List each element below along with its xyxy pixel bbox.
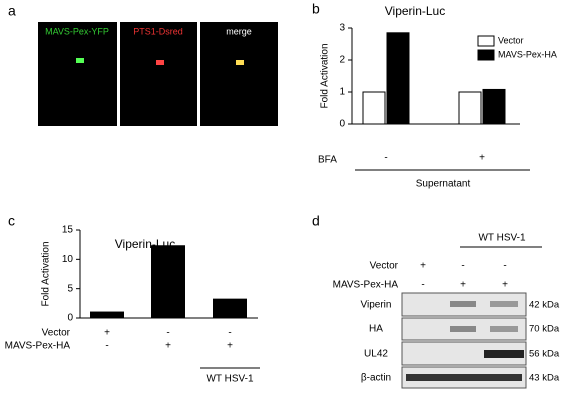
sign: + xyxy=(460,280,466,291)
row-label: Vector xyxy=(370,261,399,272)
y-tick-label: 5 xyxy=(67,283,73,294)
signal xyxy=(156,60,164,65)
band xyxy=(484,350,524,358)
group-label: WT HSV-1 xyxy=(206,374,253,385)
row-label: MAVS-Pex-HA xyxy=(333,280,399,291)
band xyxy=(490,301,518,307)
legend-swatch xyxy=(477,49,495,61)
blot-size: 56 kDa xyxy=(529,349,560,360)
panel-label: a xyxy=(8,3,16,19)
y-tick-label: 0 xyxy=(339,119,345,130)
y-tick-label: 2 xyxy=(339,55,345,66)
bar xyxy=(458,91,482,125)
bar xyxy=(362,91,386,125)
sign: - xyxy=(228,328,231,339)
band xyxy=(406,374,522,381)
x-tick-label: - xyxy=(384,153,387,164)
bar xyxy=(151,245,185,318)
panel-label: c xyxy=(8,213,15,229)
sign: - xyxy=(166,328,169,339)
bar xyxy=(386,32,410,125)
chart-title: Viperin-Luc xyxy=(385,4,445,18)
channel-label: merge xyxy=(226,26,252,36)
blot-label: UL42 xyxy=(364,349,388,360)
sign: - xyxy=(421,280,424,291)
sign: + xyxy=(165,341,171,352)
x-tick-label: + xyxy=(479,153,485,164)
y-axis-label: Fold Activation xyxy=(320,43,331,108)
blot xyxy=(401,341,527,366)
sign: - xyxy=(105,341,108,352)
legend-swatch xyxy=(477,35,495,47)
bar xyxy=(213,298,247,318)
y-tick-label: 3 xyxy=(339,23,345,34)
y-tick-label: 0 xyxy=(67,313,73,324)
y-axis-label: Fold Activation xyxy=(41,241,52,306)
sign: - xyxy=(461,261,464,272)
band xyxy=(450,326,476,332)
bar xyxy=(482,88,506,125)
row-label: Vector xyxy=(42,328,71,339)
blot-size: 43 kDa xyxy=(529,373,560,384)
group-label: WT HSV-1 xyxy=(478,233,525,244)
legend-label: MAVS-Pex-HA xyxy=(498,49,557,59)
sign: - xyxy=(503,261,506,272)
y-tick-label: 1 xyxy=(339,87,345,98)
image xyxy=(200,22,278,126)
bar xyxy=(90,311,124,318)
blot-strips xyxy=(401,292,527,389)
image xyxy=(120,22,197,126)
panel-label: d xyxy=(312,213,320,229)
x-row-label: BFA xyxy=(318,155,337,166)
sign: + xyxy=(227,341,233,352)
sign: + xyxy=(420,261,426,272)
y-tick-label: 10 xyxy=(62,254,74,265)
channel-label: MAVS-Pex-YFP xyxy=(45,26,109,36)
blot-size: 42 kDa xyxy=(529,300,560,311)
channel-label: PTS1-Dsred xyxy=(133,26,183,36)
signal xyxy=(236,60,244,65)
band xyxy=(450,301,476,307)
y-tick-label: 15 xyxy=(62,225,74,236)
sign: + xyxy=(104,328,110,339)
band xyxy=(490,326,518,332)
legend-label: Vector xyxy=(498,35,524,45)
blot-label: β-actin xyxy=(361,373,391,384)
blot-label: Viperin xyxy=(361,300,392,311)
row-label: MAVS-Pex-HA xyxy=(5,341,71,352)
blot-label: HA xyxy=(369,324,383,335)
x-group-label: Supernatant xyxy=(416,179,471,190)
blot-size: 70 kDa xyxy=(529,324,560,335)
image xyxy=(38,22,117,126)
sign: + xyxy=(502,280,508,291)
signal xyxy=(76,58,84,63)
panel-label: b xyxy=(312,1,320,17)
microscopy-images xyxy=(38,22,278,126)
